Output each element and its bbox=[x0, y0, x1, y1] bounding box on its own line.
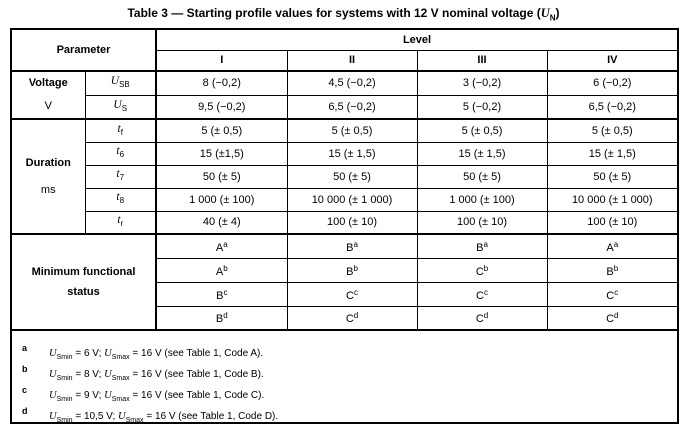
status-d-I: Bd bbox=[155, 305, 288, 331]
row-t6: t6 15 (±1,5) 15 (± 1,5) 15 (± 1,5) 15 (±… bbox=[11, 141, 679, 166]
row-tf: Duration ms tf 5 (± 0,5) 5 (± 0,5) 5 (± … bbox=[10, 118, 679, 235]
value-t7-IV: 50 (± 5) bbox=[546, 164, 679, 189]
value-t8-I: 1 000 (± 100) bbox=[155, 187, 288, 212]
value-tf-III: 5 (± 0,5) bbox=[416, 118, 548, 143]
footnote-marker-d: d bbox=[22, 406, 28, 416]
status-b-I: Ab bbox=[155, 257, 288, 283]
footnote-marker-b: b bbox=[22, 364, 28, 374]
symbol-t8: t8 bbox=[84, 187, 157, 212]
voltage-section-label: Voltage V bbox=[10, 70, 86, 120]
caption-text: Table 3 — Starting profile values for sy… bbox=[127, 6, 541, 20]
status-d-II: Cd bbox=[286, 305, 418, 331]
status-c-II: Cc bbox=[286, 281, 418, 307]
status-c-III: Cc bbox=[416, 281, 548, 307]
duration-unit: ms bbox=[40, 183, 56, 196]
value-usb-II: 4,5 (−0,2) bbox=[286, 70, 418, 96]
status-section-label: Minimum functional status bbox=[10, 233, 157, 331]
value-usb-IV: 6 (−0,2) bbox=[546, 70, 679, 96]
level-header-cell: Level bbox=[155, 28, 679, 51]
status-d-IV: Cd bbox=[546, 305, 679, 331]
value-t7-III: 50 (± 5) bbox=[416, 164, 548, 189]
value-tf-II: 5 (± 0,5) bbox=[286, 118, 418, 143]
footnote-c: c USmin = 9 V; USmax = 16 V (see Table 1,… bbox=[22, 380, 673, 403]
value-tf-IV: 5 (± 0,5) bbox=[546, 118, 679, 143]
footnote-marker-c: c bbox=[22, 385, 28, 395]
value-us-II: 6,5 (−0,2) bbox=[286, 94, 418, 120]
symbol-tr: tr bbox=[84, 210, 157, 235]
row-usb: Voltage V USB 8 (−0,2) 4,5 (−0,2) 3 (−0,… bbox=[10, 70, 679, 120]
footnote-marker-a: a bbox=[22, 343, 28, 353]
status-row-d: Bd Cd Cd Cd bbox=[11, 305, 679, 331]
symbol-t7: t7 bbox=[84, 164, 157, 189]
footnote-b: b USmin = 8 V; USmax = 16 V (see Table 1,… bbox=[22, 359, 673, 382]
value-t8-III: 1 000 (± 100) bbox=[416, 187, 548, 212]
value-t8-II: 10 000 (± 1 000) bbox=[286, 187, 418, 212]
voltage-label: Voltage bbox=[28, 77, 68, 89]
status-d-III: Cd bbox=[416, 305, 548, 331]
status-label-line1: Minimum functional bbox=[31, 266, 136, 278]
caption-symbol-u: U bbox=[540, 6, 550, 20]
level-col-header-IV: IV bbox=[546, 49, 679, 72]
level-col-header-III: III bbox=[416, 49, 548, 72]
value-tr-IV: 100 (± 10) bbox=[546, 210, 679, 235]
starting-profile-table: Parameter Level I II III IV Voltage V US… bbox=[10, 28, 680, 424]
value-t6-III: 15 (± 1,5) bbox=[416, 141, 548, 166]
value-usb-III: 3 (−0,2) bbox=[416, 70, 548, 96]
value-tr-I: 40 (± 4) bbox=[155, 210, 288, 235]
duration-section-label: Duration ms bbox=[10, 118, 86, 235]
header-row-1: Parameter Level bbox=[10, 28, 679, 72]
status-b-II: Bb bbox=[286, 257, 418, 283]
value-t6-I: 15 (±1,5) bbox=[155, 141, 288, 166]
value-t7-II: 50 (± 5) bbox=[286, 164, 418, 189]
symbol-usb: USB bbox=[84, 70, 157, 96]
footnote-d: d USmin = 10,5 V; USmax = 16 V (see Table… bbox=[22, 401, 673, 424]
value-us-I: 9,5 (−0,2) bbox=[155, 94, 288, 120]
status-label-line2: status bbox=[67, 286, 100, 298]
value-tr-II: 100 (± 10) bbox=[286, 210, 418, 235]
status-row-a: Minimum functional status Aa Ba Ba Aa bbox=[10, 233, 679, 331]
symbol-t6: t6 bbox=[84, 141, 157, 166]
footnotes-row: a USmin = 6 V; USmax = 16 V (see Table 1,… bbox=[10, 329, 679, 424]
caption-closing: ) bbox=[555, 6, 560, 20]
status-row-c: Bc Cc Cc Cc bbox=[11, 281, 679, 307]
value-us-III: 5 (−0,2) bbox=[416, 94, 548, 120]
parameter-header-cell: Parameter bbox=[10, 28, 157, 72]
status-a-III: Ba bbox=[416, 233, 548, 259]
voltage-unit: V bbox=[44, 100, 52, 112]
status-a-I: Aa bbox=[155, 233, 288, 259]
footnotes-cell: a USmin = 6 V; USmax = 16 V (see Table 1,… bbox=[10, 329, 679, 424]
level-col-header-I: I bbox=[155, 49, 288, 72]
row-t8: t8 1 000 (± 100) 10 000 (± 1 000) 1 000 … bbox=[11, 187, 679, 212]
row-us: US 9,5 (−0,2) 6,5 (−0,2) 5 (−0,2) 6,5 (−… bbox=[11, 94, 679, 120]
status-a-II: Ba bbox=[286, 233, 418, 259]
value-t6-IV: 15 (± 1,5) bbox=[546, 141, 679, 166]
value-t6-II: 15 (± 1,5) bbox=[286, 141, 418, 166]
value-usb-I: 8 (−0,2) bbox=[155, 70, 288, 96]
row-t7: t7 50 (± 5) 50 (± 5) 50 (± 5) 50 (± 5) bbox=[11, 164, 679, 189]
value-t7-I: 50 (± 5) bbox=[155, 164, 288, 189]
caption-symbol-sub: N bbox=[549, 13, 556, 23]
value-tf-I: 5 (± 0,5) bbox=[155, 118, 288, 143]
symbol-us: US bbox=[84, 94, 157, 120]
table-caption: Table 3 — Starting profile values for sy… bbox=[0, 6, 687, 25]
duration-label: Duration bbox=[25, 156, 71, 169]
status-a-IV: Aa bbox=[546, 233, 679, 259]
value-t8-IV: 10 000 (± 1 000) bbox=[546, 187, 679, 212]
level-col-header-II: II bbox=[286, 49, 418, 72]
footnote-a: a USmin = 6 V; USmax = 16 V (see Table 1,… bbox=[22, 338, 673, 361]
status-b-IV: Bb bbox=[546, 257, 679, 283]
status-c-I: Bc bbox=[155, 281, 288, 307]
symbol-tf: tf bbox=[84, 118, 157, 143]
value-tr-III: 100 (± 10) bbox=[416, 210, 548, 235]
status-c-IV: Cc bbox=[546, 281, 679, 307]
row-tr: tr 40 (± 4) 100 (± 10) 100 (± 10) 100 (±… bbox=[11, 210, 679, 235]
status-b-III: Cb bbox=[416, 257, 548, 283]
value-us-IV: 6,5 (−0,2) bbox=[546, 94, 679, 120]
